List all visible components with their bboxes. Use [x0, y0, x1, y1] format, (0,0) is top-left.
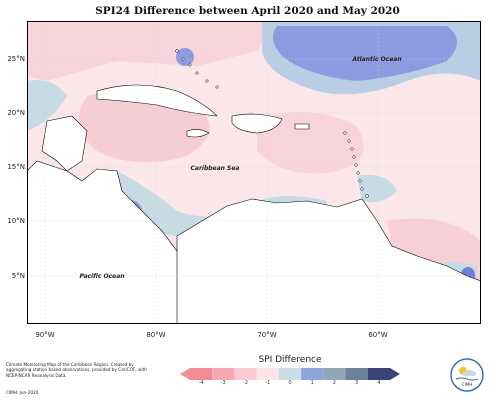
south-america-land — [176, 198, 481, 324]
lesser-antilles — [343, 131, 369, 198]
legend-tick-label: -2 — [243, 381, 248, 386]
puerto-rico-land — [294, 123, 310, 130]
legend-cell — [212, 368, 235, 380]
lon-label-70w: 70°W — [257, 331, 277, 339]
legend-tick-label: 1 — [310, 381, 314, 386]
pink-area — [27, 21, 277, 81]
footer-description: Climate Monitoring Map of the Caribbean … — [6, 362, 147, 378]
legend-tick-label: 2 — [332, 381, 336, 386]
legend-colorbar — [180, 368, 400, 380]
map-panel: Atlantic Ocean Caribbean Sea Pacific Oce… — [27, 21, 481, 324]
blue-spot — [176, 48, 194, 66]
footer-credit: CIMH: Jun-2020 — [6, 390, 39, 395]
legend-cell — [367, 368, 390, 380]
lon-label-90w: 90°W — [35, 331, 55, 339]
lat-label-20n: 20°N — [7, 109, 25, 117]
legend-arrow-low — [180, 368, 190, 380]
bahamas — [175, 49, 219, 89]
lat-label-5n: 5°N — [11, 272, 25, 280]
legend-cell — [323, 368, 346, 380]
legend-cell — [234, 368, 257, 380]
cloud-icon — [462, 369, 476, 376]
logo-text: CIMH — [462, 382, 472, 387]
legend-cell — [256, 368, 279, 380]
legend-tick-label: 3 — [355, 381, 359, 386]
light-blue-area — [27, 80, 67, 131]
legend-tick-label: -3 — [220, 381, 226, 386]
legend-cell — [278, 368, 302, 380]
lon-label-60w: 60°W — [368, 331, 388, 339]
blue-area — [273, 26, 457, 81]
cuba-land — [96, 84, 218, 117]
lat-label-15n: 15°N — [7, 163, 25, 171]
lat-label-25n: 25°N — [7, 55, 25, 63]
legend-arrow-high — [390, 368, 400, 380]
graticule — [27, 21, 481, 324]
cimh-logo: CIMH — [450, 358, 484, 392]
pacific-ocean-label: Pacific Ocean — [79, 273, 124, 280]
legend-cell — [301, 368, 324, 380]
spi-map: Atlantic Ocean Caribbean Sea Pacific Oce… — [27, 21, 481, 324]
caribbean-sea-label: Caribbean Sea — [191, 165, 240, 172]
yucatan-land — [41, 115, 88, 172]
lat-label-10n: 10°N — [7, 217, 25, 225]
legend-cell — [190, 368, 213, 380]
wave-icon — [455, 377, 479, 381]
lon-label-80w: 80°W — [146, 331, 166, 339]
legend-tick-label: 0 — [288, 381, 292, 386]
legend-title: SPI Difference — [258, 355, 322, 365]
jamaica-land — [186, 129, 210, 138]
pink-area — [257, 112, 364, 174]
map-title: SPI24 Difference between April 2020 and … — [95, 5, 400, 17]
atlantic-ocean-label: Atlantic Ocean — [351, 56, 401, 63]
legend-tick-label: -4 — [198, 381, 204, 386]
legend-cells — [190, 368, 390, 380]
hispaniola-land — [231, 113, 283, 134]
legend-tick-label: 4 — [377, 381, 381, 386]
legend-tick-label: -1 — [265, 381, 271, 386]
legend-cell — [345, 368, 368, 380]
map-frame — [27, 21, 481, 324]
